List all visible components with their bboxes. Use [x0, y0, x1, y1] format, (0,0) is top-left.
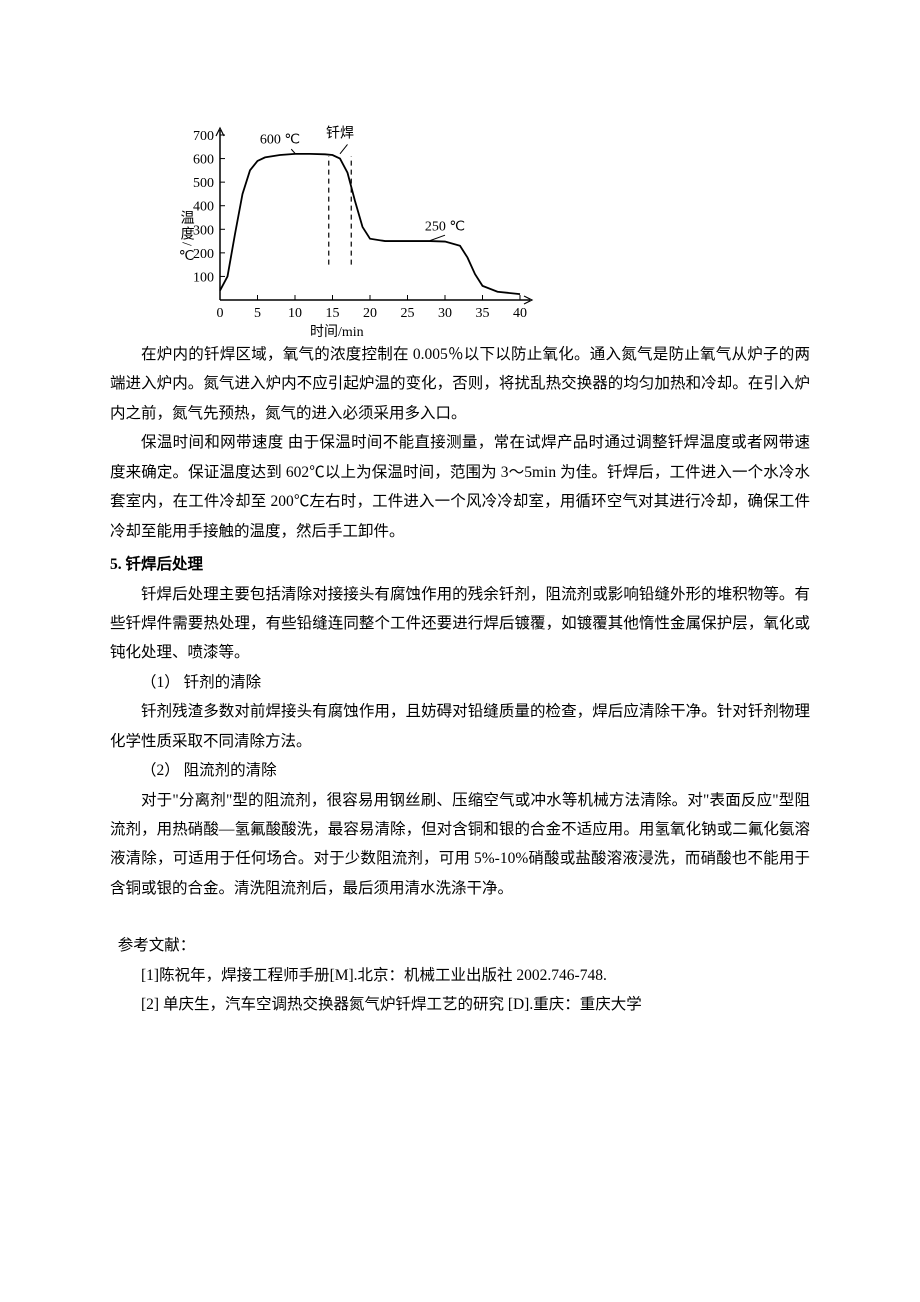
- svg-text:10: 10: [288, 306, 302, 320]
- svg-text:0: 0: [217, 306, 224, 320]
- item-2-label: （2） 阻流剂的清除: [110, 756, 810, 785]
- svg-text:35: 35: [476, 306, 490, 320]
- svg-text:40: 40: [513, 306, 527, 320]
- svg-text:600: 600: [193, 153, 214, 168]
- item-1-label: （1） 钎剂的清除: [110, 668, 810, 697]
- references-heading: 参考文献：: [110, 931, 810, 960]
- svg-text:20: 20: [363, 306, 377, 320]
- paragraph-holding-time: 保温时间和网带速度 由于保温时间不能直接测量，常在试焊产品时通过调整钎焊温度或者…: [110, 428, 810, 546]
- svg-text:250 ℃: 250 ℃: [425, 219, 465, 234]
- temperature-time-chart: 温度/℃ 100200300400500600700 0510152025303…: [180, 120, 810, 320]
- svg-text:700: 700: [193, 129, 214, 144]
- reference-2: [2] 单庆生，汽车空调热交换器氮气炉钎焊工艺的研究 [D].重庆：重庆大学: [110, 990, 810, 1019]
- chart-ylabel: 温度/℃: [172, 210, 199, 266]
- svg-text:钎焊: 钎焊: [326, 125, 354, 141]
- paragraph-oxygen-control: 在炉内的钎焊区域，氧气的浓度控制在 0.005％以下以防止氧化。通入氮气是防止氧…: [110, 340, 810, 428]
- item-1-text: 钎剂残渣多数对前焊接头有腐蚀作用，且妨碍对铅缝质量的检查，焊后应清除干净。针对钎…: [110, 697, 810, 756]
- section-5-intro: 钎焊后处理主要包括清除对接接头有腐蚀作用的残余钎剂，阻流剂或影响铅缝外形的堆积物…: [110, 580, 810, 668]
- item-2-text: 对于"分离剂"型的阻流剂，很容易用钢丝刷、压缩空气或冲水等机械方法清除。对"表面…: [110, 786, 810, 904]
- svg-text:5: 5: [254, 306, 261, 320]
- svg-text:100: 100: [193, 270, 214, 285]
- svg-text:15: 15: [326, 306, 340, 320]
- svg-text:25: 25: [401, 306, 415, 320]
- svg-text:600 ℃: 600 ℃: [260, 132, 300, 147]
- chart-svg: 100200300400500600700 0510152025303540 6…: [180, 120, 540, 320]
- reference-1: [1]陈祝年，焊接工程师手册[M].北京：机械工业出版社 2002.746-74…: [110, 961, 810, 990]
- svg-text:30: 30: [438, 306, 452, 320]
- svg-text:500: 500: [193, 176, 214, 191]
- chart-xlabel: 时间/min: [310, 320, 364, 347]
- section-5-heading: 5. 钎焊后处理: [110, 550, 810, 579]
